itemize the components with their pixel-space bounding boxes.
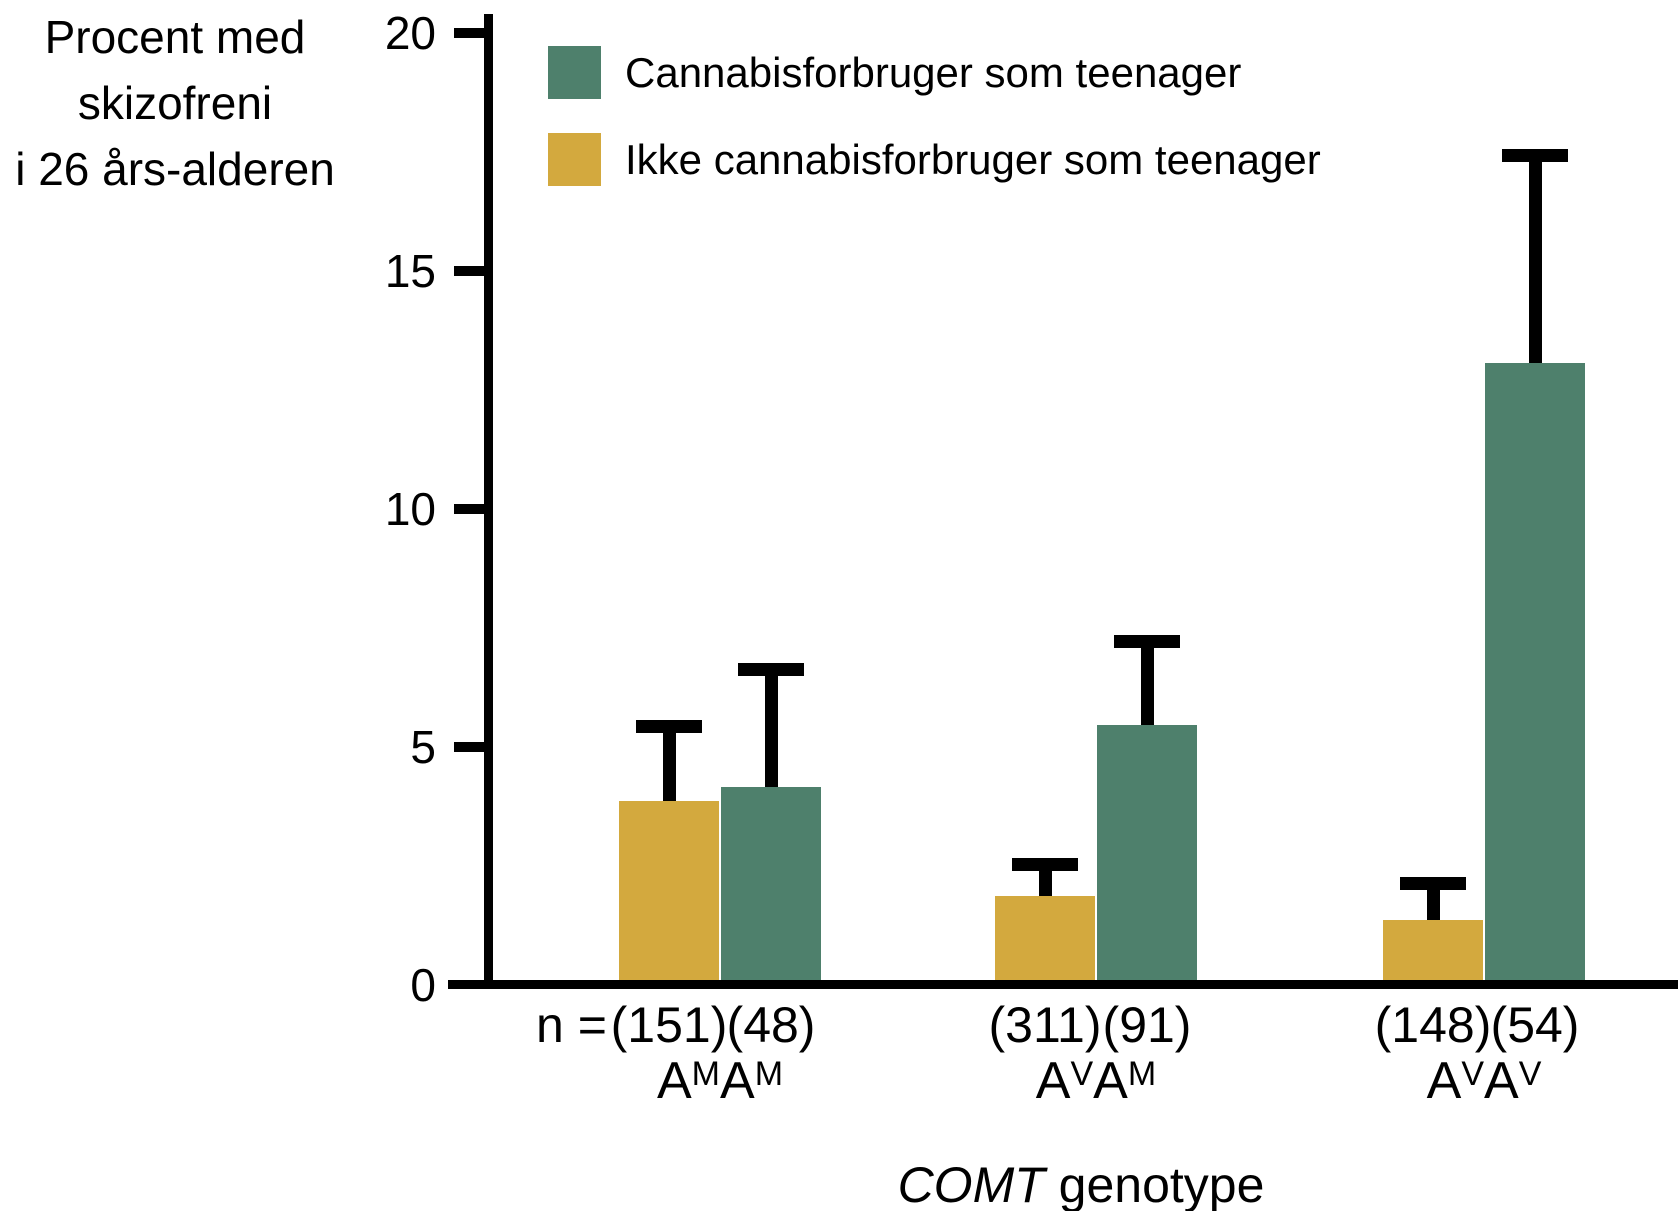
bar-ikke-cannabis-1 <box>995 896 1095 980</box>
y-tick-label-15: 15 <box>384 244 436 297</box>
genotype-superscript: M <box>691 1055 720 1093</box>
genotype-base: A <box>720 1052 755 1110</box>
n-label-ikke-cannabis-0: (151) <box>610 997 728 1053</box>
y-axis-title-line: skizofreni <box>77 77 273 129</box>
error-bar-cap-cannabis-2 <box>1502 149 1568 162</box>
genotype-base: A <box>1035 1052 1071 1110</box>
genotype-superscript: V <box>1070 1055 1094 1093</box>
x-axis-title-italic-part: COMT <box>897 1157 1045 1211</box>
n-label-ikke-cannabis-1: (311) <box>988 997 1102 1053</box>
legend-row-ikke-cannabis: Ikke cannabisforbruger som teenager <box>548 133 1321 186</box>
y-tick-label-10: 10 <box>384 482 436 535</box>
x-axis-line <box>448 980 1678 989</box>
bar-cannabis-1 <box>1097 724 1197 980</box>
y-tick-15 <box>454 265 484 276</box>
genotype-base: A <box>656 1052 692 1110</box>
genotype-base: A <box>1093 1052 1128 1110</box>
y-tick-label-0: 0 <box>410 958 436 1011</box>
legend: Cannabisforbruger som teenager Ikke canna… <box>548 46 1321 186</box>
error-bar-cap-cannabis-0 <box>738 663 804 677</box>
y-axis-title: Procent med skizofreni i 26 års-alderen <box>0 4 350 202</box>
error-bar-stem-cannabis-2 <box>1528 149 1542 372</box>
y-tick-label-5: 5 <box>410 720 436 773</box>
y-axis-line <box>484 14 493 989</box>
error-bar-stem-ikke-cannabis-0 <box>662 720 676 810</box>
bar-ikke-cannabis-0 <box>619 801 719 980</box>
genotype-superscript: V <box>1461 1055 1484 1093</box>
genotype-superscript: M <box>754 1055 784 1093</box>
y-tick-10 <box>454 503 484 514</box>
bar-ikke-cannabis-2 <box>1383 920 1483 980</box>
x-axis-title: COMT genotype <box>484 1156 1678 1211</box>
category-label-0: AMAM <box>657 1046 783 1109</box>
error-bar-stem-cannabis-0 <box>764 663 778 795</box>
n-label-cannabis-0: (48) <box>726 997 816 1053</box>
legend-swatch-ikke-cannabis <box>548 133 601 186</box>
legend-swatch-cannabis <box>548 46 601 99</box>
y-tick-5 <box>454 741 484 752</box>
legend-label-cannabis: Cannabisforbruger som teenager <box>625 49 1242 96</box>
genotype-base: A <box>1484 1052 1519 1110</box>
y-tick-label-20: 20 <box>384 6 436 59</box>
error-bar-stem-cannabis-1 <box>1140 634 1154 733</box>
x-axis-title-rest: genotype <box>1044 1157 1265 1211</box>
category-label-2: AVAV <box>1427 1046 1542 1109</box>
category-label-1: AVAM <box>1036 1046 1156 1109</box>
legend-row-cannabis: Cannabisforbruger som teenager <box>548 46 1321 99</box>
error-bar-cap-ikke-cannabis-2 <box>1400 877 1466 891</box>
bar-cannabis-0 <box>721 786 821 980</box>
error-bar-cap-ikke-cannabis-1 <box>1012 858 1078 872</box>
y-axis-title-line: Procent med <box>44 11 306 63</box>
bar-cannabis-2 <box>1485 363 1585 980</box>
y-axis-title-line: i 26 års-alderen <box>15 143 335 195</box>
n-label-cannabis-2: (54) <box>1490 997 1580 1053</box>
legend-label-ikke-cannabis: Ikke cannabisforbruger som teenager <box>625 136 1321 183</box>
y-tick-20 <box>454 27 484 38</box>
error-bar-cap-ikke-cannabis-0 <box>636 720 702 734</box>
genotype-base: A <box>1426 1052 1462 1110</box>
n-label-ikke-cannabis-2: (148) <box>1374 997 1492 1053</box>
error-bar-cap-cannabis-1 <box>1114 634 1180 648</box>
genotype-superscript: M <box>1127 1055 1157 1093</box>
n-equals-label: n = <box>536 997 607 1053</box>
n-label-cannabis-1: (91) <box>1102 997 1192 1053</box>
genotype-superscript: V <box>1518 1055 1542 1093</box>
